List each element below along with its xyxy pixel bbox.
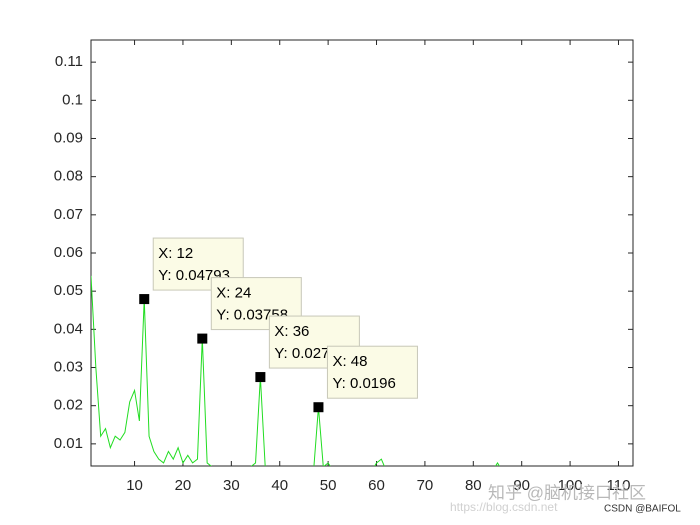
x-tick-label: 90 <box>513 477 530 494</box>
datatip-marker <box>255 372 266 383</box>
watermark-csdn: CSDN @BAIFOL <box>604 504 681 515</box>
datatip-x: X: 36 <box>274 323 309 340</box>
datatip-marker <box>313 402 324 413</box>
y-tick-label: 0.03 <box>54 358 83 375</box>
datatip: X: 36 Y: 0.0275 <box>255 315 360 383</box>
datatip-box <box>326 345 418 399</box>
y-tick-label: 0.01 <box>54 435 83 452</box>
y-tick-label: 0.06 <box>54 244 83 261</box>
watermark-url: https://blog.csdn.net <box>450 500 558 514</box>
y-tick-label: 0.09 <box>54 129 83 146</box>
x-tick-label: 70 <box>417 477 434 494</box>
datatip-x: X: 48 <box>332 353 367 370</box>
x-tick-label: 110 <box>607 477 631 494</box>
datatip-marker <box>139 294 150 305</box>
y-tick-label: 0.08 <box>54 168 83 185</box>
x-tick-label: 100 <box>558 477 583 494</box>
x-tick-label: 30 <box>223 477 240 494</box>
datatip-x: X: 12 <box>158 245 193 262</box>
datatip-y: Y: 0.0275 <box>274 345 337 362</box>
y-tick-label: 0.1 <box>62 91 83 108</box>
y-tick-label: 0.05 <box>54 282 83 299</box>
datatip: X: 48 Y: 0.0196 <box>313 345 418 413</box>
y-tick-label: 0.04 <box>54 320 83 337</box>
y-tick-label: 0.02 <box>54 397 83 414</box>
watermark-zhihu: 知乎 @脑机接口社区 <box>488 483 646 502</box>
datatip-x: X: 24 <box>216 285 251 302</box>
y-tick-label: 0.11 <box>55 53 83 70</box>
x-tick-label: 60 <box>368 477 385 494</box>
datatip-y: Y: 0.0196 <box>332 375 395 392</box>
x-tick-label: 80 <box>465 477 482 494</box>
x-tick-label: 20 <box>175 477 192 494</box>
x-tick-label: 40 <box>271 477 288 494</box>
datatip-marker <box>197 333 208 344</box>
y-tick-label: 0.07 <box>54 206 83 223</box>
x-tick-label: 50 <box>320 477 337 494</box>
x-tick-label: 10 <box>126 477 143 494</box>
